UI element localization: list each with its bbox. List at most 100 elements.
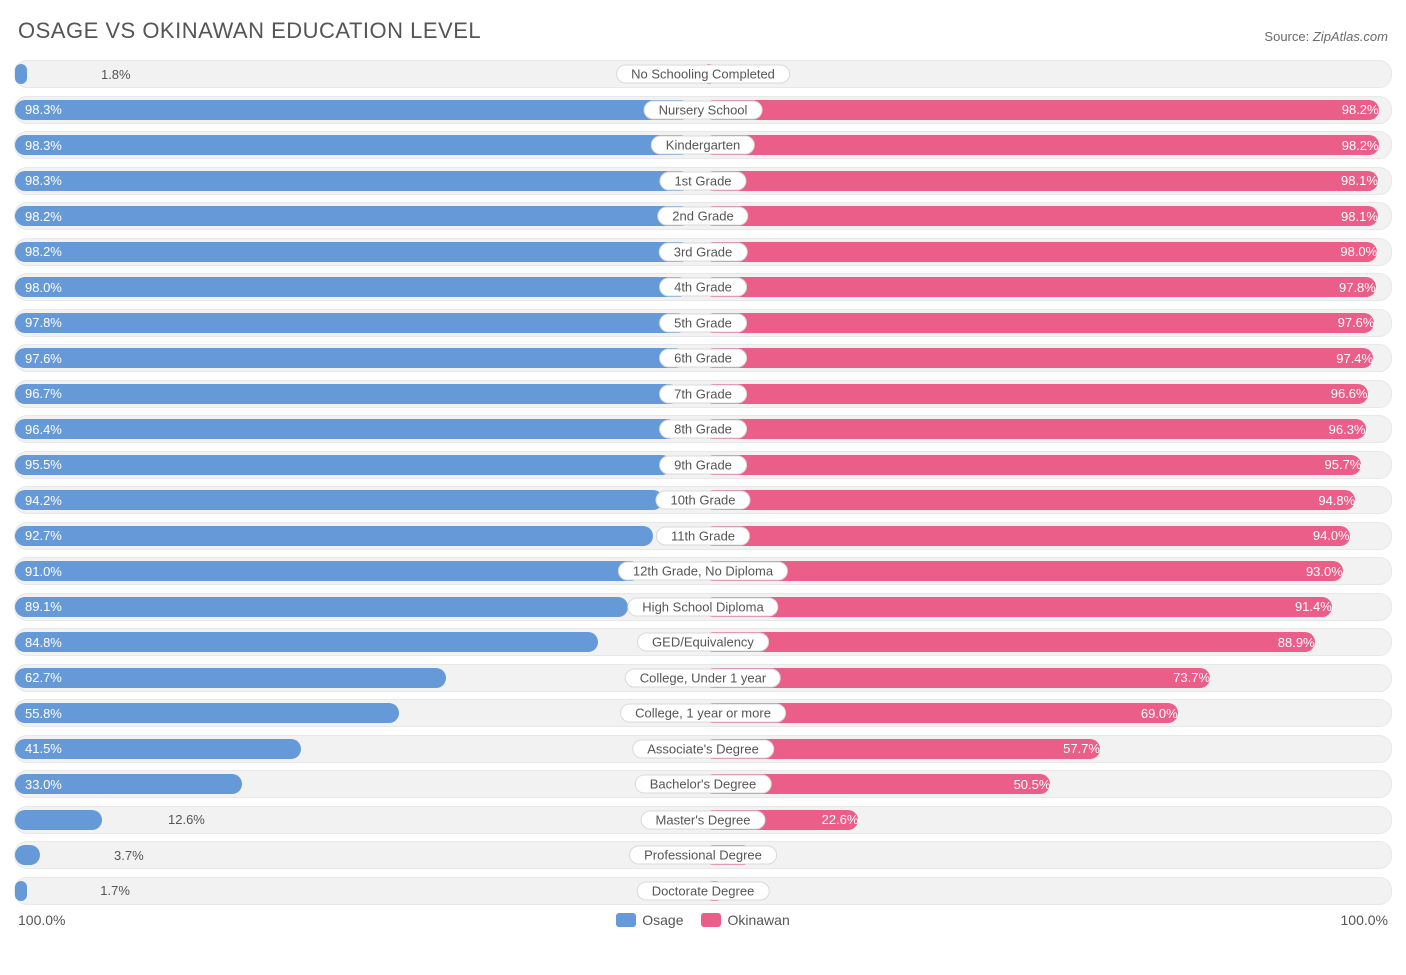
pct-right: 98.2%	[703, 132, 1389, 158]
chart-row: 91.0% 93.0%12th Grade, No Diploma	[14, 557, 1392, 585]
category-label: 3rd Grade	[659, 242, 748, 261]
pct-left: 1.7%	[15, 878, 136, 904]
pct-left: 55.8%	[15, 700, 409, 726]
legend-swatch-right	[701, 913, 721, 927]
category-label: Kindergarten	[651, 136, 755, 155]
pct-left: 97.6%	[15, 345, 696, 371]
category-label: 10th Grade	[655, 491, 750, 510]
pct-left: 33.0%	[15, 771, 252, 797]
category-label: 9th Grade	[659, 455, 747, 474]
category-label: Master's Degree	[641, 810, 766, 829]
pct-left: 98.0%	[15, 274, 699, 300]
pct-left: 95.5%	[15, 452, 682, 478]
legend-item-left: Osage	[616, 912, 683, 928]
category-label: 6th Grade	[659, 349, 747, 368]
category-label: 1st Grade	[659, 171, 746, 190]
pct-right: 98.2%	[703, 97, 1389, 123]
pct-right: 96.6%	[703, 381, 1378, 407]
pct-right: 98.0%	[703, 239, 1387, 265]
chart-row: 41.5%57.7%Associate's Degree	[14, 735, 1392, 763]
axis-left-max: 100.0%	[18, 912, 65, 928]
chart-row: 98.2%98.1%2nd Grade	[14, 202, 1392, 230]
category-label: GED/Equivalency	[637, 633, 769, 652]
pct-left: 96.4%	[15, 416, 688, 442]
category-label: Bachelor's Degree	[635, 775, 772, 794]
chart-row: 33.0%50.5%Bachelor's Degree	[14, 770, 1392, 798]
pct-left: 98.2%	[15, 203, 701, 229]
chart-row: 1.7%3.3%Doctorate Degree	[14, 877, 1392, 905]
pct-left: 41.5%	[15, 736, 311, 762]
pct-right: 88.9%	[703, 629, 1325, 655]
pct-left: 62.7%	[15, 665, 456, 691]
chart-row: 92.7% 94.0%11th Grade	[14, 522, 1392, 550]
chart-row: 96.7% 96.6%7th Grade	[14, 380, 1392, 408]
axis-right-max: 100.0%	[1341, 912, 1388, 928]
chart-row: 1.8%1.8%No Schooling Completed	[14, 60, 1392, 88]
chart-row: 95.5% 95.7%9th Grade	[14, 451, 1392, 479]
source: Source: ZipAtlas.com	[1264, 29, 1388, 44]
chart-row: 12.6%22.6%Master's Degree	[14, 806, 1392, 834]
category-label: 8th Grade	[659, 420, 747, 439]
pct-left: 98.3%	[15, 97, 701, 123]
pct-left: 96.7%	[15, 381, 690, 407]
legend-swatch-left	[616, 913, 636, 927]
pct-right: 93.0%	[703, 558, 1353, 584]
pct-left: 98.3%	[15, 168, 701, 194]
pct-right: 96.3%	[703, 416, 1376, 442]
pct-right: 95.7%	[703, 452, 1371, 478]
pct-right: 97.4%	[703, 345, 1383, 371]
chart-row: 97.8%97.6%5th Grade	[14, 309, 1392, 337]
category-label: 4th Grade	[659, 278, 747, 297]
chart-row: 98.2%98.0%3rd Grade	[14, 238, 1392, 266]
category-label: 12th Grade, No Diploma	[618, 562, 788, 581]
category-label: 2nd Grade	[657, 207, 748, 226]
chart-row: 98.0%97.8%4th Grade	[14, 273, 1392, 301]
pct-left: 91.0%	[15, 558, 651, 584]
header: OSAGE VS OKINAWAN EDUCATION LEVEL Source…	[14, 18, 1392, 44]
chart-row: 62.7%73.7%College, Under 1 year	[14, 664, 1392, 692]
pct-right: 98.1%	[703, 203, 1388, 229]
chart-footer: 100.0% Osage Okinawan 100.0%	[14, 912, 1392, 928]
pct-right: 91.4%	[703, 594, 1342, 620]
pct-left: 89.1%	[15, 594, 638, 620]
chart-row: 98.3%98.2%Kindergarten	[14, 131, 1392, 159]
chart-row: 55.8%69.0%College, 1 year or more	[14, 699, 1392, 727]
legend-item-right: Okinawan	[701, 912, 789, 928]
pct-right: 97.8%	[703, 274, 1386, 300]
legend-label-right: Okinawan	[727, 912, 789, 928]
category-label: No Schooling Completed	[616, 65, 790, 84]
diverging-bar-chart: 1.8%1.8%No Schooling Completed98.3%98.2%…	[14, 60, 1392, 905]
pct-left: 98.3%	[15, 132, 701, 158]
pct-right: 94.8%	[703, 487, 1365, 513]
category-label: Professional Degree	[629, 846, 777, 865]
chart-row: 97.6% 97.4%6th Grade	[14, 344, 1392, 372]
category-label: College, Under 1 year	[625, 668, 781, 687]
source-value: ZipAtlas.com	[1313, 29, 1388, 44]
pct-left: 94.2%	[15, 487, 673, 513]
legend-label-left: Osage	[642, 912, 683, 928]
pct-left: 97.8%	[15, 310, 698, 336]
pct-right: 98.1%	[703, 168, 1388, 194]
chart-row: 96.4% 96.3%8th Grade	[14, 415, 1392, 443]
category-label: Associate's Degree	[632, 739, 774, 758]
category-label: High School Diploma	[627, 597, 778, 616]
pct-left: 1.8%	[15, 61, 137, 87]
source-label: Source:	[1264, 29, 1309, 44]
pct-right: 94.0%	[703, 523, 1360, 549]
chart-row: 89.1% 91.4%High School Diploma	[14, 593, 1392, 621]
pct-right: 97.6%	[703, 310, 1384, 336]
chart-row: 98.3%98.1%1st Grade	[14, 167, 1392, 195]
pct-left: 3.7%	[15, 842, 150, 868]
chart-title: OSAGE VS OKINAWAN EDUCATION LEVEL	[18, 18, 481, 44]
pct-left: 98.2%	[15, 239, 701, 265]
pct-left: 12.6%	[15, 807, 211, 833]
chart-row: 3.7%7.3%Professional Degree	[14, 841, 1392, 869]
category-label: 7th Grade	[659, 384, 747, 403]
legend: Osage Okinawan	[616, 912, 790, 928]
category-label: Doctorate Degree	[637, 881, 770, 900]
category-label: 11th Grade	[656, 526, 750, 545]
pct-left: 92.7%	[15, 523, 663, 549]
category-label: College, 1 year or more	[620, 704, 786, 723]
chart-row: 84.8%88.9%GED/Equivalency	[14, 628, 1392, 656]
chart-row: 94.2% 94.8%10th Grade	[14, 486, 1392, 514]
